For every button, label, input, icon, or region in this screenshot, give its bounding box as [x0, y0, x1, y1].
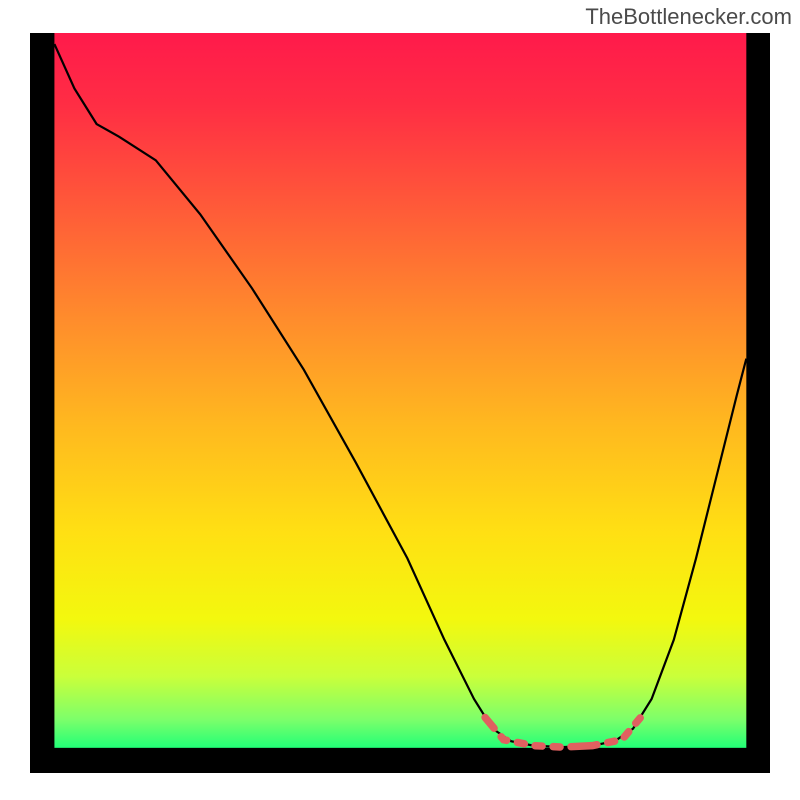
plot-area	[54, 33, 746, 748]
root-container: TheBottlenecker.com	[0, 0, 800, 800]
chart-frame	[30, 33, 770, 773]
watermark-text: TheBottlenecker.com	[585, 4, 792, 30]
bottleneck-chart	[30, 33, 770, 773]
